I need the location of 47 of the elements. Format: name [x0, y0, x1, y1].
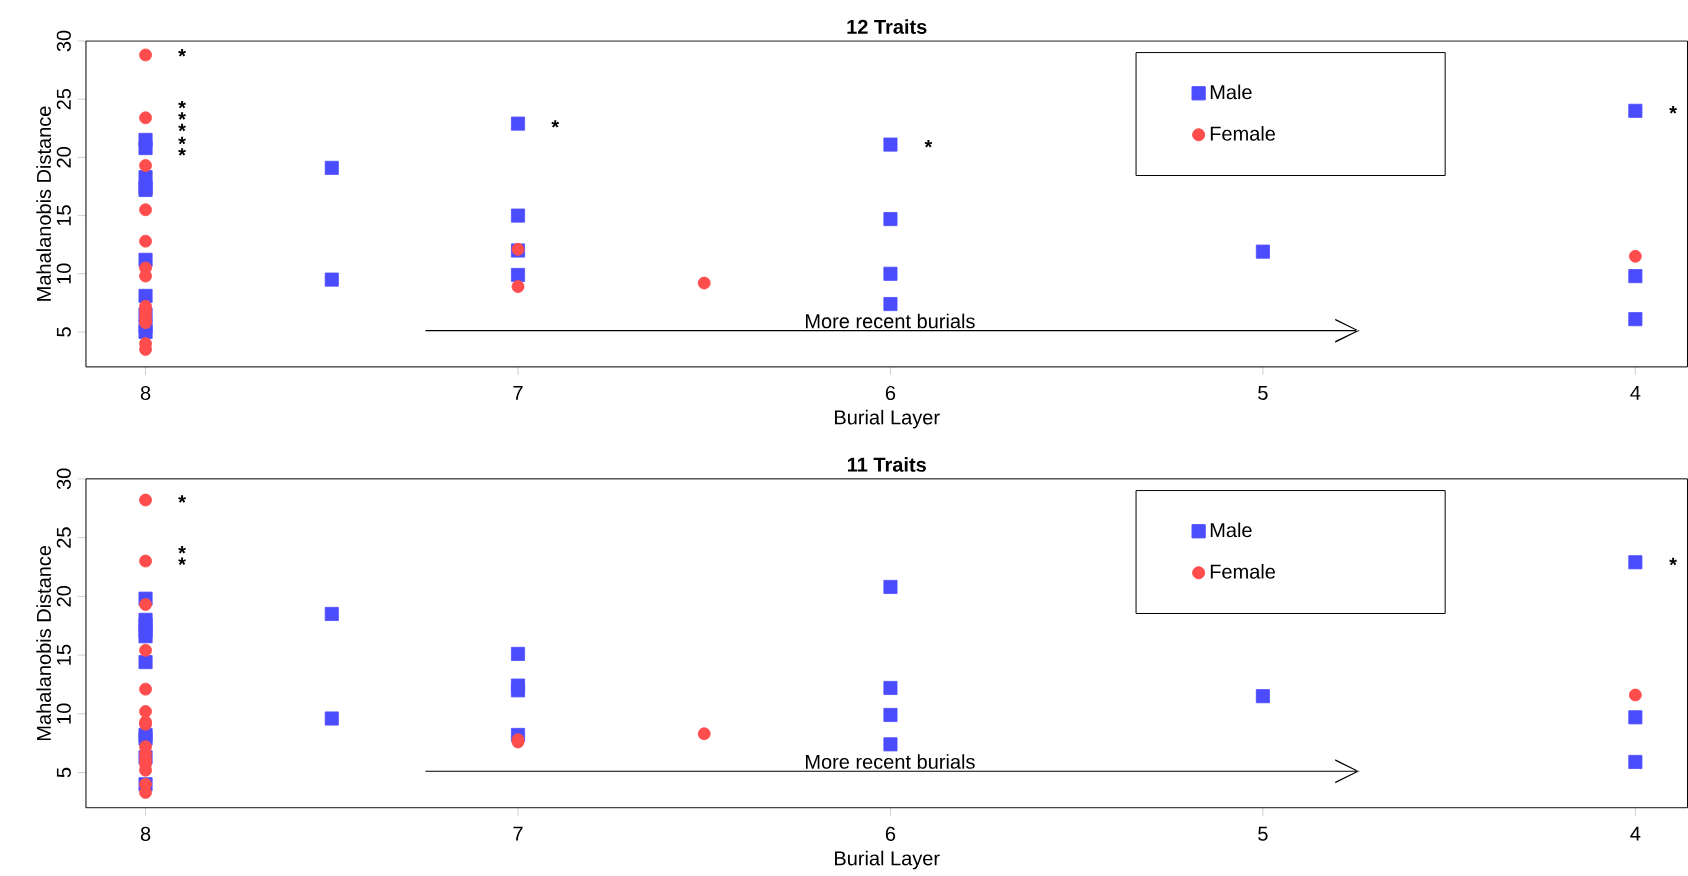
x-tick-label: 4	[1630, 385, 1641, 400]
annotation: *	[178, 557, 186, 565]
x-tick-label: 8	[140, 826, 151, 841]
legend-label: Male	[1210, 84, 1252, 100]
chart-title: 12 Traits	[847, 19, 927, 34]
annotation: *	[1669, 557, 1677, 566]
y-tick-label: 15	[56, 644, 71, 665]
legend-label: Female	[1210, 126, 1275, 141]
y-tick-label: 25	[56, 88, 71, 110]
x-axis-title: Burial Layer	[835, 409, 940, 429]
y-tick-label: 10	[56, 703, 71, 724]
annotation: *	[178, 495, 186, 503]
annotation: More recent burials	[805, 313, 975, 329]
annotation: *	[178, 148, 186, 156]
chart-title: 11 Traits	[847, 457, 926, 472]
annotation: *	[178, 100, 186, 109]
x-axis-title: Burial Layer	[835, 850, 940, 870]
annotation: *	[924, 140, 933, 148]
annotation: *	[178, 123, 186, 132]
annotation: More recent burials	[805, 754, 975, 769]
y-tick-label: 30	[56, 468, 71, 490]
y-axis-title: Mahalanobis Distance	[36, 106, 51, 301]
y-axis-title: Mahalanobis Distance	[36, 545, 51, 741]
legend-label: Male	[1210, 522, 1252, 538]
x-tick-label: 5	[1258, 385, 1268, 400]
y-tick-label: 20	[56, 585, 71, 607]
annotation: *	[178, 112, 186, 120]
y-tick-label: 15	[56, 205, 71, 226]
y-tick-label: 5	[56, 327, 71, 337]
x-tick-label: 4	[1630, 826, 1641, 841]
x-tick-label: 7	[513, 385, 523, 400]
y-tick-label: 10	[56, 263, 71, 284]
x-tick-label: 5	[1258, 826, 1268, 841]
annotation: *	[1669, 106, 1677, 114]
x-tick-label: 6	[885, 826, 896, 841]
annotation: *	[178, 49, 186, 57]
annotation: *	[178, 136, 186, 145]
y-tick-label: 30	[56, 30, 71, 52]
y-tick-label: 5	[56, 767, 71, 778]
x-tick-label: 6	[885, 385, 896, 401]
x-tick-label: 8	[140, 385, 151, 401]
annotation: *	[551, 120, 560, 128]
y-tick-label: 20	[56, 147, 71, 168]
y-tick-label: 25	[56, 527, 71, 548]
x-tick-label: 7	[513, 826, 523, 841]
annotation: *	[178, 545, 186, 554]
legend-label: Female	[1210, 564, 1275, 579]
